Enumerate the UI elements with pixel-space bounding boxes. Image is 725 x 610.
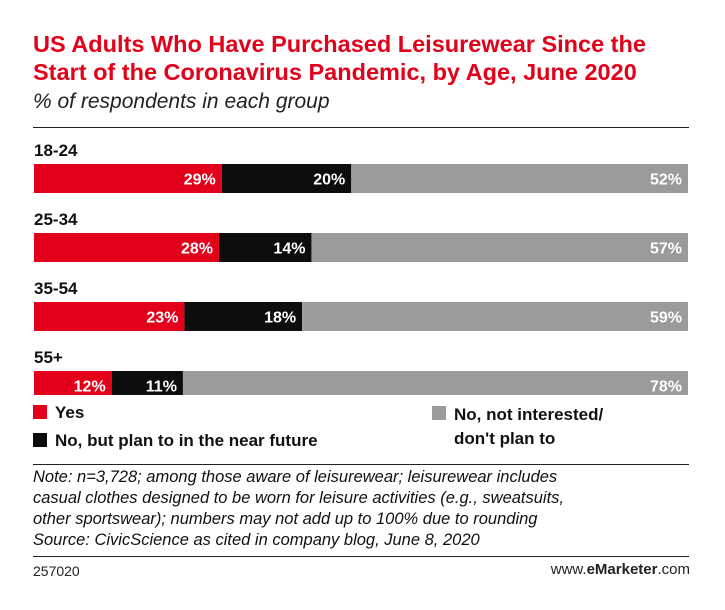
chart-id: 257020 <box>33 563 80 579</box>
legend-item-yes: Yes <box>33 403 84 423</box>
bar-segment <box>351 164 688 193</box>
bar-segment <box>218 233 312 262</box>
note-line: other sportswear); numbers may not add u… <box>33 510 538 528</box>
data-label: 11% <box>146 379 177 396</box>
title-divider <box>33 127 689 128</box>
category-label: 35-54 <box>34 279 78 298</box>
bar-segment <box>34 164 222 193</box>
chart-title: US Adults Who Have Purchased Leisurewear… <box>33 31 646 85</box>
legend-label-plan: No, but plan to in the near future <box>55 431 318 450</box>
bar-segment <box>184 302 303 331</box>
bar-segment <box>34 302 185 331</box>
data-label: 12% <box>74 379 106 396</box>
footer-divider <box>33 556 689 557</box>
data-label: 78% <box>650 379 682 396</box>
data-label: 18% <box>264 310 296 327</box>
legend-swatch-yes <box>33 405 47 419</box>
category-label: 18-24 <box>34 141 78 160</box>
data-label: 28% <box>181 241 213 258</box>
emarketer-link[interactable]: www.eMarketer.com <box>551 561 690 578</box>
data-label: 29% <box>184 172 216 189</box>
category-label: 55+ <box>34 348 63 367</box>
bar-segment <box>34 233 219 262</box>
brand-prefix: www. <box>550 561 587 578</box>
bar-segment <box>34 371 112 395</box>
note-divider <box>33 464 689 465</box>
data-label: 59% <box>650 310 682 327</box>
data-label: 52% <box>650 172 682 189</box>
legend-item-plan: No, but plan to in the near future <box>33 431 318 451</box>
bar-segment <box>111 371 183 395</box>
source-line: Source: CivicScience as cited in company… <box>33 531 480 549</box>
brand-name: eMarketer <box>586 561 658 578</box>
brand-suffix: .com <box>657 561 690 578</box>
legend-item-not-interested: No, not interested/ don't plan to <box>432 403 684 451</box>
data-label: 20% <box>313 172 345 189</box>
bar-segment <box>221 164 352 193</box>
data-label: 57% <box>650 241 682 258</box>
bar-segment <box>311 233 688 262</box>
bar-segment <box>302 302 688 331</box>
note-line: Note: n=3,728; among those aware of leis… <box>33 468 558 486</box>
data-label: 23% <box>146 310 178 327</box>
chart-note: Note: n=3,728; among those aware of leis… <box>33 467 693 551</box>
legend-label-not-interested: No, not interested/ don't plan to <box>454 405 604 448</box>
note-line: casual clothes designed to be worn for l… <box>33 489 565 507</box>
chart-subtitle: % of respondents in each group <box>33 90 330 113</box>
stacked-bar-chart: 18-24 29% 20% 52% 25-34 28% 14% 57% 35-54 23% 18% 5… <box>34 141 688 396</box>
category-label: 25-34 <box>34 210 78 229</box>
legend-label-yes: Yes <box>55 403 85 422</box>
bar-segment <box>182 371 688 395</box>
legend-swatch-plan <box>33 433 47 447</box>
legend-swatch-not-interested <box>432 406 446 420</box>
data-label: 14% <box>273 241 305 258</box>
